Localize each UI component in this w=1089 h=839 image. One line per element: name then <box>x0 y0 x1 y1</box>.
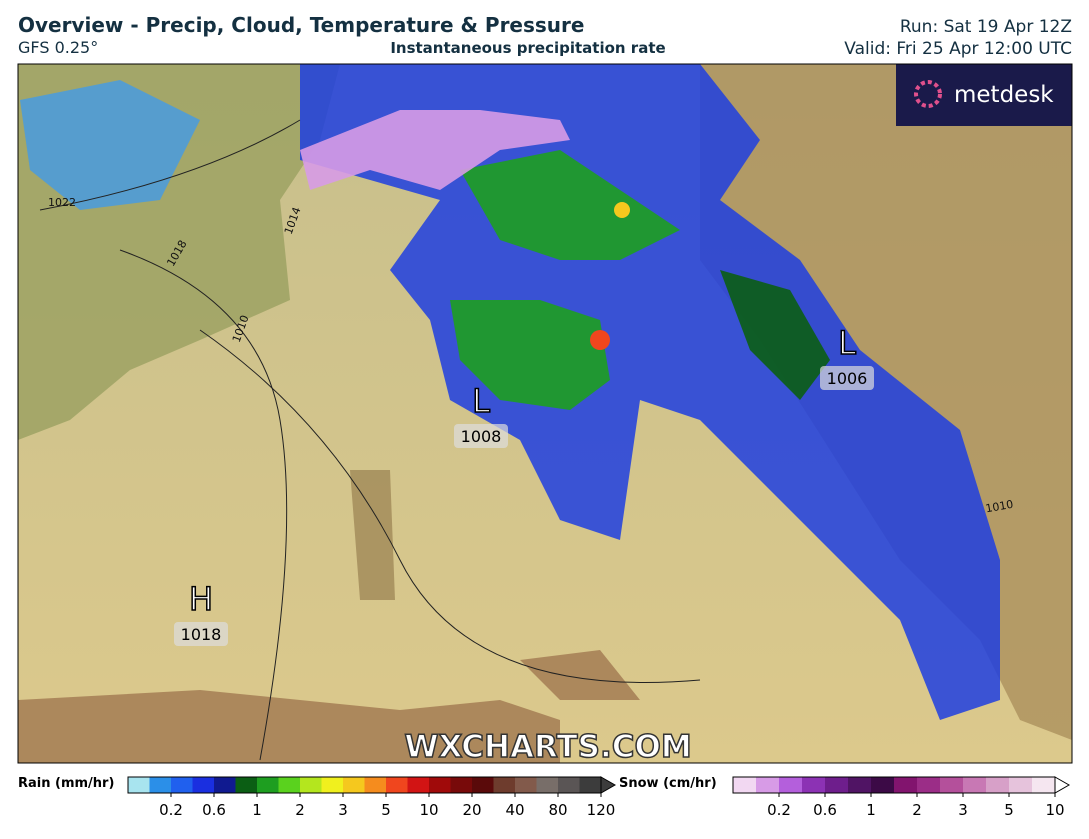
pressure-value: 1008 <box>461 427 502 446</box>
rain-legend-tick-label: 0.6 <box>202 801 226 819</box>
rain-legend-tick-label: 3 <box>338 801 348 819</box>
rain-legend-swatch <box>321 777 344 793</box>
rain-legend-swatch <box>300 777 322 793</box>
snow-legend-tick-label: 10 <box>1045 801 1064 819</box>
rain-legend-swatch <box>214 777 236 793</box>
logo-text: metdesk <box>954 82 1054 108</box>
precip-heavy-1 <box>450 300 610 410</box>
snow-legend-tick-label: 0.6 <box>813 801 837 819</box>
snow-legend-swatch <box>894 777 918 793</box>
snow-legend-swatch <box>917 777 941 793</box>
rain-legend-swatch <box>493 777 516 793</box>
pressure-value-bg <box>820 366 874 390</box>
rain-legend-arrow <box>600 776 617 794</box>
snow-legend-swatch <box>963 777 987 793</box>
rain-legend-swatch <box>429 777 451 793</box>
map: metdesk WXCHARTS.COM <box>17 63 1073 766</box>
logo-bg <box>896 64 1072 126</box>
snow-legend-swatch <box>986 777 1010 793</box>
snow-legend-tick-label: 5 <box>1004 801 1014 819</box>
snow-legend-label: Snow (cm/hr) <box>619 776 717 791</box>
snow-legend-swatch <box>871 777 895 793</box>
rain-legend-swatch <box>472 777 494 793</box>
snow-legend-tick-label: 0.2 <box>767 801 791 819</box>
pressure-symbol: L <box>838 324 856 362</box>
rain-legend-swatch <box>171 777 193 793</box>
run: Run: Sat 19 Apr 12Z <box>900 17 1072 37</box>
rain-legend-tick-label: 40 <box>505 801 524 819</box>
pressure-symbol: L <box>472 382 490 420</box>
rain-legend-tick-label: 0.2 <box>159 801 183 819</box>
snow-legend-swatch <box>825 777 849 793</box>
watermark: WXCHARTS.COM <box>404 729 691 765</box>
rain-legend-swatch <box>149 777 172 793</box>
land-sicily <box>520 650 640 700</box>
rain-legend-swatch <box>364 777 387 793</box>
rain-legend-tick-label: 20 <box>462 801 481 819</box>
rain-legend-swatch <box>343 777 365 793</box>
precip-main <box>300 64 1000 720</box>
map-frame <box>17 63 1073 764</box>
precip-west <box>20 80 200 210</box>
pressure-symbol: H <box>189 580 213 618</box>
snow-alps <box>300 110 570 190</box>
logo-mark <box>914 80 942 108</box>
pressure-value-bg <box>454 424 508 448</box>
pressure-value-bg <box>174 622 228 646</box>
rain-legend-swatch <box>407 777 430 793</box>
precip-core <box>614 202 630 218</box>
rain-legend-swatch <box>579 777 602 793</box>
isobar-label: 1022 <box>48 196 76 209</box>
precip-core <box>590 330 610 350</box>
snow-legend-swatch <box>1009 777 1033 793</box>
rain-legend-swatch <box>536 777 559 793</box>
rain-legend-swatch <box>192 777 215 793</box>
snow-legend-swatch <box>1032 777 1056 793</box>
snow-legend-swatch <box>779 777 803 793</box>
rain-legend-tick-label: 2 <box>295 801 305 819</box>
snow-legend-swatch <box>940 777 964 793</box>
snow-legend-swatch <box>802 777 826 793</box>
isobar <box>119 249 288 761</box>
rain-legend-swatch <box>278 777 301 793</box>
rain-legend-label: Rain (mm/hr) <box>18 776 114 791</box>
isobar <box>199 329 701 683</box>
subtitle: Instantaneous precipitation rate <box>390 39 665 57</box>
rain-legend-swatch <box>235 777 258 793</box>
rain-legend-swatch <box>515 777 537 793</box>
rain-legend-swatch <box>558 777 580 793</box>
pressure-value: 1006 <box>827 369 868 388</box>
rain-legend-swatch <box>128 777 150 793</box>
snow-legend-swatch <box>733 777 757 793</box>
precip-heavy-2 <box>460 150 680 260</box>
title: Overview - Precip, Cloud, Temperature & … <box>18 13 584 37</box>
rain-legend-swatch <box>386 777 408 793</box>
pressure-value: 1018 <box>181 625 222 644</box>
model: GFS 0.25° <box>18 38 98 57</box>
snow-legend-swatch <box>848 777 872 793</box>
snow-legend-tick-label: 3 <box>958 801 968 819</box>
rain-legend-swatch <box>450 777 473 793</box>
isobar-label: 1010 <box>984 498 1014 516</box>
rain-legend-tick-label: 1 <box>252 801 262 819</box>
rain-legend-tick-label: 5 <box>381 801 391 819</box>
snow-legend-swatch <box>756 777 780 793</box>
snow-legend-tick-label: 1 <box>866 801 876 819</box>
land-africa <box>18 690 560 763</box>
rain-legend-swatch <box>257 777 279 793</box>
rain-legend-tick-label: 80 <box>548 801 567 819</box>
land-sardinia <box>350 470 395 600</box>
precip-heavy-3 <box>720 270 830 400</box>
snow-legend-tick-label: 2 <box>912 801 922 819</box>
rain-legend-tick-label: 120 <box>587 801 616 819</box>
isobar <box>39 119 301 211</box>
valid: Valid: Fri 25 Apr 12:00 UTC <box>844 39 1072 59</box>
rain-legend-tick-label: 10 <box>419 801 438 819</box>
snow-legend-arrow <box>1054 776 1071 794</box>
